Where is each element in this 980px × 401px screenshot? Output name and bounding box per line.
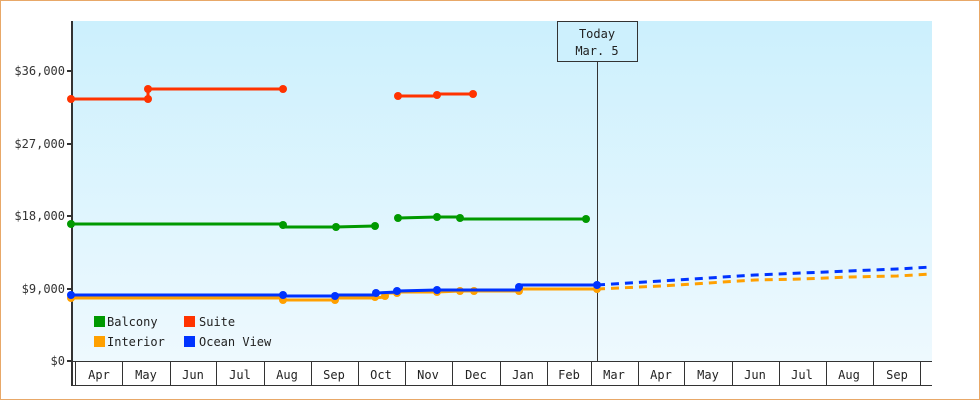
x-tick-label: Nov: [417, 368, 439, 382]
y-tick-label: $27,000: [14, 137, 65, 151]
legend-label-balcony: Balcony: [107, 315, 158, 329]
legend-swatch-ocean-view: [184, 336, 195, 347]
today-box: [557, 21, 638, 62]
x-tick-label: Dec: [465, 368, 487, 382]
today-label: Today: [579, 27, 615, 41]
x-tick-label: May: [135, 368, 157, 382]
x-tick-label: Jun: [744, 368, 766, 382]
x-tick-label: Feb: [558, 368, 580, 382]
legend-swatch-suite: [184, 316, 195, 327]
y-tick-label: $18,000: [14, 209, 65, 223]
y-tick-label: $36,000: [14, 64, 65, 78]
balcony-points: [67, 213, 590, 231]
x-tick-label: Sep: [323, 368, 345, 382]
today-date: Mar. 5: [575, 44, 618, 58]
x-tick-label: Jun: [182, 368, 204, 382]
legend-label-interior: Interior: [107, 335, 165, 349]
x-tick-label: Jul: [229, 368, 251, 382]
x-tick-label: Mar: [603, 368, 625, 382]
x-tick-label: Sep: [886, 368, 908, 382]
x-tick-label: Jan: [512, 368, 534, 382]
legend-label-suite: Suite: [199, 315, 235, 329]
x-tick-label: Apr: [650, 368, 672, 382]
x-tick-label: Jul: [791, 368, 813, 382]
legend-swatch-interior: [94, 336, 105, 347]
x-tick-label: Aug: [276, 368, 298, 382]
x-tick-label: Oct: [370, 368, 392, 382]
x-tick-label: May: [697, 368, 719, 382]
x-tick-label: Aug: [838, 368, 860, 382]
x-tick-label: Apr: [88, 368, 110, 382]
y-ticks: [67, 70, 72, 362]
y-tick-label: $9,000: [22, 282, 65, 296]
legend: Balcony Suite Interior Ocean View: [94, 315, 272, 349]
legend-label-ocean-view: Ocean View: [199, 335, 272, 349]
plot-area: [72, 21, 932, 361]
legend-swatch-balcony: [94, 316, 105, 327]
ocean-view-points: [67, 281, 601, 300]
y-tick-label: $0: [51, 354, 65, 368]
x-axis: [72, 361, 932, 386]
suite-points: [67, 85, 477, 103]
